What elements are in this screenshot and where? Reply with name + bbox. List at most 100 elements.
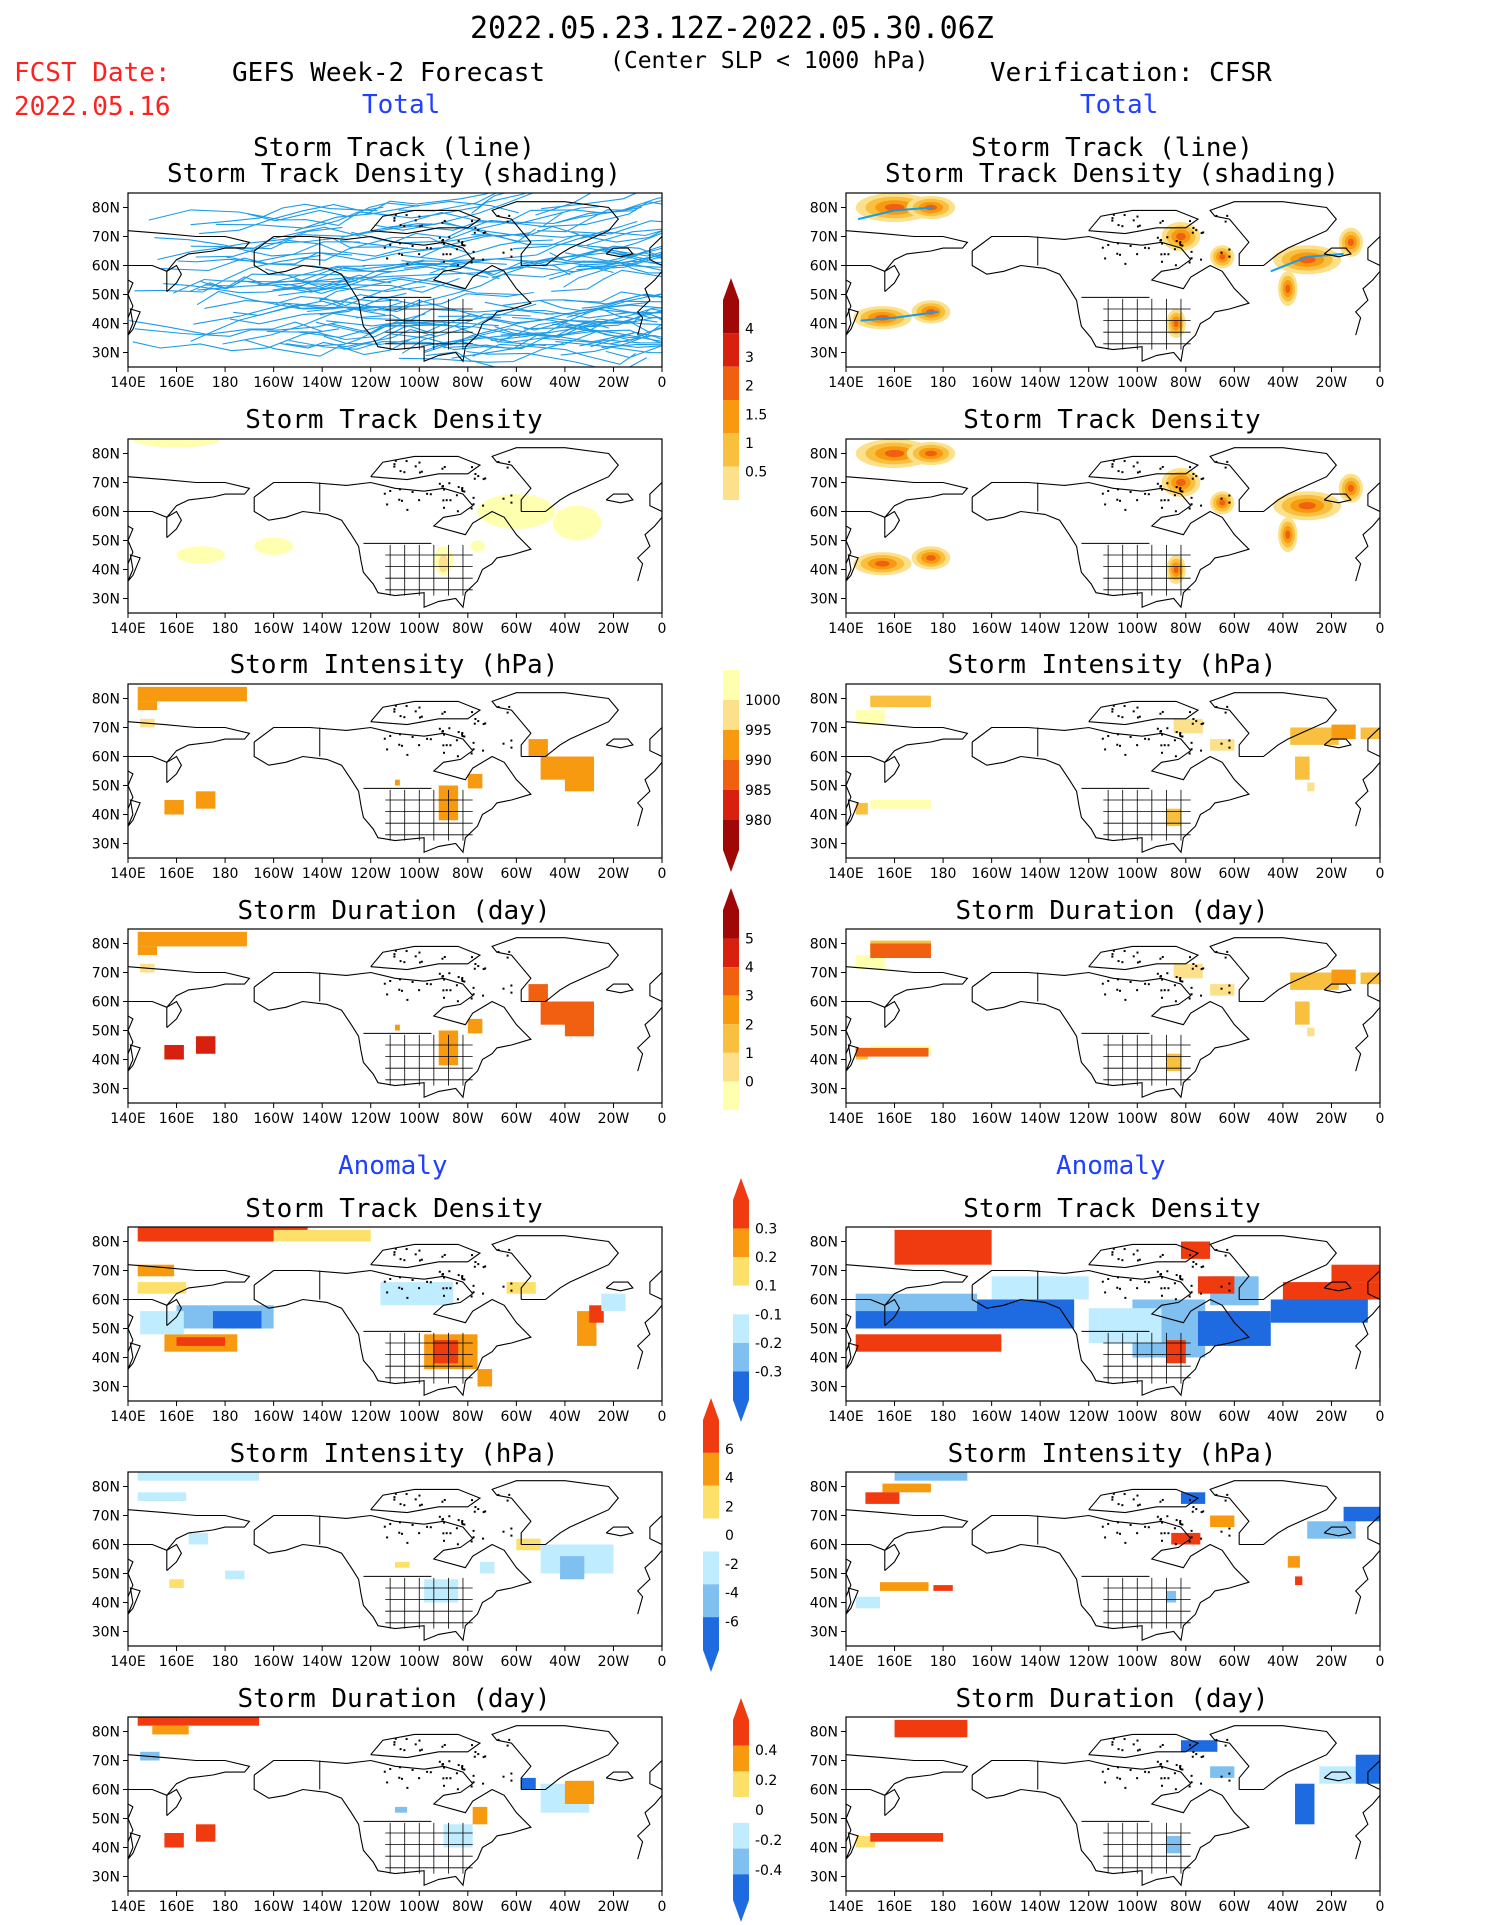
- lat-tick-label: 60N: [810, 1293, 838, 1309]
- island: [1136, 961, 1139, 964]
- colorbar-label: 1: [745, 1046, 754, 1062]
- lon-tick-label: 80W: [452, 1899, 484, 1915]
- island: [441, 239, 444, 242]
- island: [455, 739, 458, 742]
- lat-tick-label: 50N: [810, 779, 838, 795]
- island: [1101, 1770, 1104, 1773]
- lon-tick-label: 100W: [399, 1111, 440, 1127]
- island: [1119, 989, 1122, 992]
- storm-track-line: [579, 339, 662, 347]
- island: [510, 984, 513, 987]
- storm-track-line: [364, 193, 507, 219]
- island: [1111, 217, 1114, 220]
- island: [1179, 735, 1182, 738]
- lat-tick-label: 60N: [810, 259, 838, 275]
- island: [1181, 735, 1184, 738]
- island: [1136, 499, 1139, 502]
- lat-tick-label: 30N: [92, 837, 120, 853]
- island: [1111, 1741, 1114, 1744]
- coastline: [370, 945, 482, 971]
- coastline: [884, 1543, 901, 1572]
- island: [506, 1744, 509, 1747]
- colorbar-arrow: [733, 1400, 749, 1422]
- island: [482, 1537, 485, 1540]
- colorbar-label: 1.5: [745, 407, 767, 423]
- island: [1119, 1777, 1122, 1780]
- island: [482, 1292, 485, 1295]
- island: [1144, 1280, 1147, 1283]
- grid-cell: [195, 791, 216, 809]
- coastline: [884, 755, 901, 784]
- island: [497, 214, 500, 217]
- island: [441, 975, 444, 978]
- storm-track-line: [536, 197, 662, 233]
- island: [1107, 1767, 1110, 1770]
- lon-tick-label: 160W: [253, 1111, 294, 1127]
- island: [1161, 710, 1164, 713]
- coastline: [971, 481, 1250, 609]
- island: [401, 253, 404, 256]
- island: [1224, 1254, 1227, 1257]
- density-blob: [1347, 484, 1354, 492]
- island: [393, 708, 396, 711]
- island: [418, 1504, 421, 1507]
- colorbar-label: -0.2: [755, 1336, 782, 1352]
- island: [470, 1785, 473, 1788]
- island: [393, 463, 396, 466]
- island: [484, 477, 487, 480]
- storm-track-line: [602, 306, 662, 315]
- lon-tick-label: 0: [1376, 1409, 1385, 1425]
- island: [386, 748, 389, 751]
- lon-tick-label: 100W: [399, 1899, 440, 1915]
- coastline: [370, 1488, 482, 1514]
- island: [1179, 1278, 1182, 1281]
- island: [1200, 1756, 1203, 1759]
- coastline: [971, 1759, 1250, 1887]
- coastline: [636, 481, 662, 582]
- island: [1228, 1289, 1231, 1292]
- island: [426, 737, 429, 740]
- anomaly-cell: [1295, 1783, 1315, 1825]
- island: [1147, 247, 1150, 250]
- map-content: [128, 686, 662, 854]
- lon-tick-label: 160E: [877, 1111, 913, 1127]
- island: [1228, 1772, 1231, 1775]
- lat-tick-label: 30N: [92, 346, 120, 362]
- island: [1107, 243, 1110, 246]
- anomaly-cell: [152, 1725, 189, 1735]
- island: [482, 1756, 485, 1759]
- lon-tick-label: 180: [930, 866, 957, 882]
- coastline: [846, 966, 969, 1054]
- island: [383, 246, 386, 249]
- island: [441, 1273, 444, 1276]
- grid-cell: [467, 773, 483, 789]
- colorbar-swatch: [723, 466, 739, 500]
- colorbar-label: 0: [755, 1803, 764, 1819]
- colorbar-label: 0: [745, 1074, 754, 1090]
- colorbar-label: -0.4: [755, 1863, 782, 1879]
- lon-tick-label: 180: [212, 375, 239, 391]
- grid-cell: [855, 802, 868, 815]
- island: [1190, 496, 1193, 499]
- island: [457, 240, 460, 243]
- lon-tick-label: 160E: [159, 375, 195, 391]
- island: [461, 980, 464, 983]
- island: [443, 1743, 446, 1746]
- colorbar-swatch: [733, 1874, 749, 1900]
- anomaly-cell: [1180, 1241, 1211, 1259]
- island: [463, 1768, 466, 1771]
- island: [1175, 1764, 1178, 1767]
- coastline: [636, 726, 662, 827]
- lat-tick-label: 50N: [810, 1812, 838, 1828]
- lat-tick-label: 70N: [92, 1509, 120, 1525]
- island: [1112, 1737, 1115, 1740]
- island: [1124, 753, 1127, 756]
- island: [1107, 1522, 1110, 1525]
- island: [449, 1287, 452, 1290]
- coastline: [846, 1342, 859, 1370]
- island: [1124, 1541, 1127, 1544]
- lon-tick-label: 20W: [598, 1654, 630, 1670]
- island: [1129, 1278, 1132, 1281]
- island: [1111, 465, 1114, 468]
- coastline: [884, 510, 901, 539]
